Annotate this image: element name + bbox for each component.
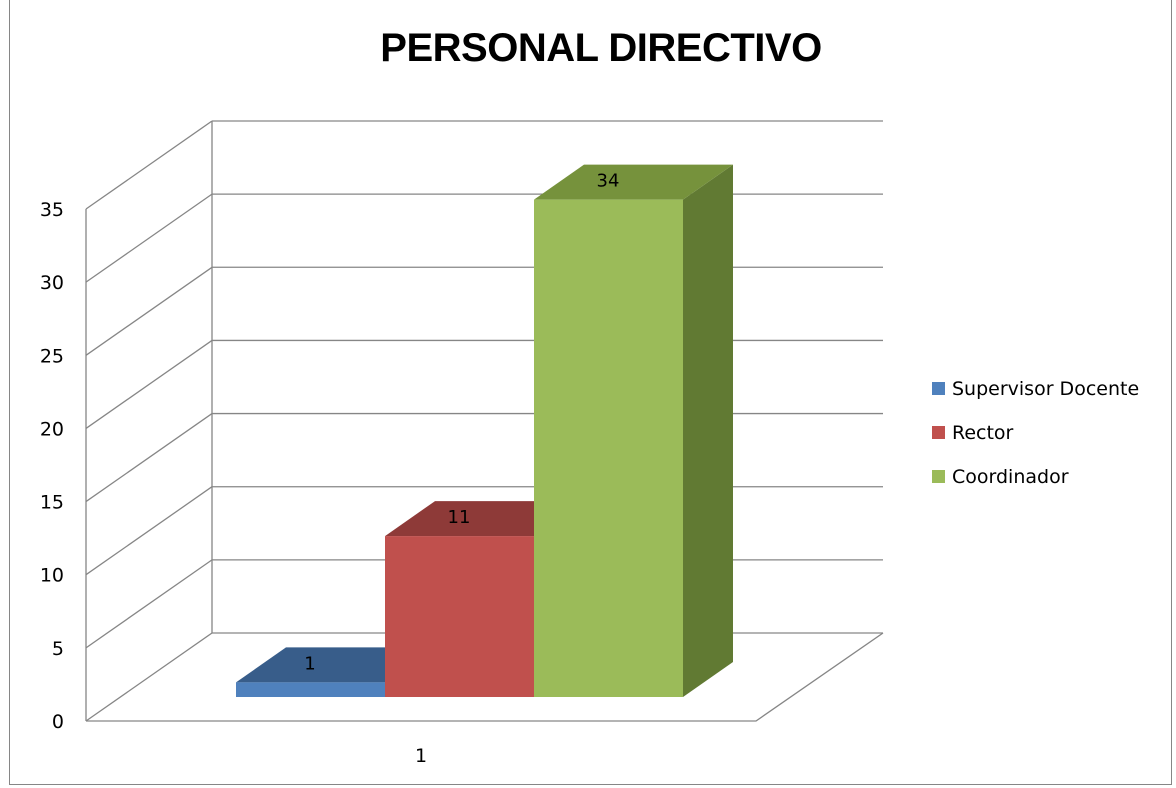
legend-item: Supervisor Docente <box>932 378 1139 400</box>
chart-title: PERSONAL DIRECTIVO <box>380 26 822 70</box>
legend-label: Rector <box>952 422 1014 444</box>
data-label: 1 <box>304 653 315 674</box>
y-tick-label: 15 <box>40 492 64 514</box>
x-tick-label: 1 <box>415 745 427 767</box>
legend-item: Coordinador <box>932 466 1069 488</box>
gridline-side-25 <box>85 266 213 356</box>
chart-walls <box>85 121 884 722</box>
y-tick-label: 25 <box>40 345 64 367</box>
gridline-side-35 <box>85 120 213 210</box>
data-label: 34 <box>597 171 620 192</box>
x-axis-tick-labels: 1 <box>415 745 427 767</box>
y-tick-label: 0 <box>52 711 64 733</box>
y-axis-tick-labels: 0 5 10 15 20 25 30 35 <box>40 199 64 733</box>
gridline-side-30 <box>85 193 213 283</box>
legend-label: Coordinador <box>952 466 1069 488</box>
y-tick-label: 10 <box>40 565 64 587</box>
bar-front-face <box>534 199 683 697</box>
bar-side-face <box>683 164 733 698</box>
gridline-side-5 <box>85 559 213 649</box>
gridline-side-15 <box>85 413 213 503</box>
y-tick-label: 30 <box>40 272 64 294</box>
gridline-side-20 <box>85 339 213 429</box>
legend-swatch <box>932 382 945 395</box>
y-tick-label: 5 <box>52 638 64 660</box>
legend-item: Rector <box>932 422 1013 444</box>
chart-bars <box>236 164 733 698</box>
gridline-side-10 <box>85 486 213 576</box>
floor-edge <box>86 632 884 722</box>
legend-swatch <box>932 470 945 483</box>
legend-label: Supervisor Docente <box>952 378 1140 400</box>
y-tick-label: 35 <box>40 199 64 221</box>
data-label: 11 <box>448 507 471 528</box>
legend-swatch <box>932 426 945 439</box>
chart-frame <box>9 0 1172 785</box>
y-tick-label: 20 <box>40 418 64 440</box>
bar-front-face <box>385 536 534 697</box>
bar-coordinador <box>534 164 733 698</box>
bar-top-face <box>534 164 733 200</box>
bar-front-face <box>236 682 385 697</box>
gridline-side-0 <box>85 632 213 722</box>
